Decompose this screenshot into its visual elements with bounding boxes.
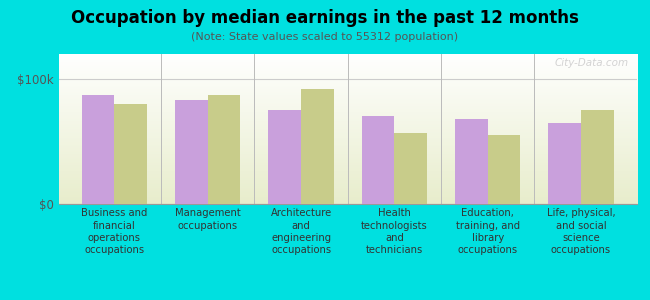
Bar	[301, 89, 333, 204]
Bar	[114, 104, 147, 204]
Bar	[549, 123, 581, 204]
Bar	[208, 95, 240, 204]
Text: City-Data.com: City-Data.com	[554, 58, 629, 68]
Bar	[581, 110, 614, 204]
Bar	[175, 100, 208, 204]
Bar	[82, 95, 114, 204]
Bar	[455, 119, 488, 204]
Legend: 55312, Minnesota: 55312, Minnesota	[259, 297, 436, 300]
Bar	[488, 135, 521, 204]
Bar	[395, 133, 427, 204]
Text: (Note: State values scaled to 55312 population): (Note: State values scaled to 55312 popu…	[192, 32, 458, 41]
Bar	[362, 116, 395, 204]
Text: Occupation by median earnings in the past 12 months: Occupation by median earnings in the pas…	[71, 9, 579, 27]
Bar	[268, 110, 301, 204]
